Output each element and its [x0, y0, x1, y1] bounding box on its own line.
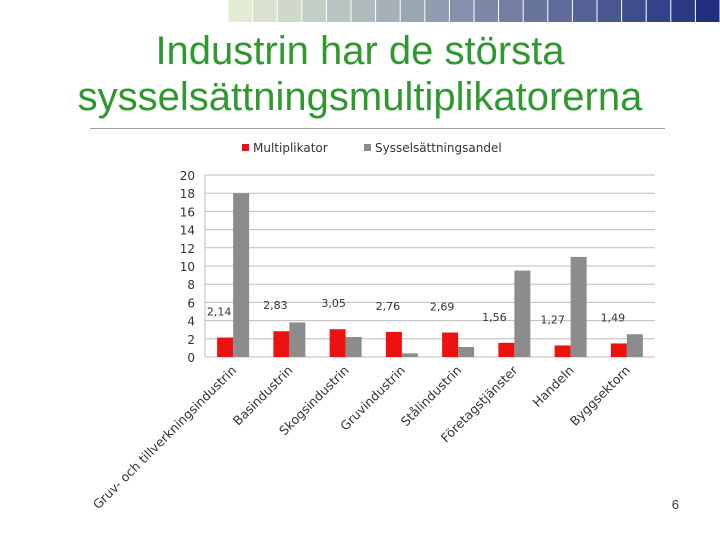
multiplikator-data-label: 3,05 — [321, 297, 346, 310]
sysselsattningsandel-bar — [626, 334, 643, 357]
decoration-square — [499, 0, 523, 22]
multiplikator-bar — [217, 337, 234, 357]
decoration-square — [597, 0, 622, 22]
decoration-square — [695, 0, 720, 22]
y-tick-label: 10 — [180, 260, 195, 274]
slide-title-line-1: Industrin har de största — [155, 29, 565, 73]
decoration-square — [253, 0, 277, 22]
multiplikator-bar — [273, 331, 290, 357]
legend-label-multiplikator: Multiplikator — [253, 141, 328, 155]
sysselsattningsandel-bar — [458, 346, 475, 357]
sysselsattningsandel-bar — [345, 336, 362, 357]
multiplikator-data-label: 1,49 — [601, 311, 626, 324]
decoration-square — [228, 0, 253, 22]
decoration-square — [523, 0, 548, 22]
sysselsattningsandel-bar — [570, 256, 587, 357]
decoration-square — [351, 0, 376, 22]
chart-legend: Multiplikator Sysselsättningsandel — [242, 141, 502, 155]
y-tick-label: 8 — [187, 278, 195, 292]
legend-swatch-sysselsattningsandel — [364, 144, 371, 151]
decoration-square — [671, 0, 695, 22]
legend-swatch-multiplikator — [242, 144, 249, 151]
multiplikator-bar — [554, 345, 571, 357]
x-category-label: Handeln — [529, 363, 576, 410]
decoration-square — [548, 0, 572, 22]
y-tick-label: 2 — [187, 333, 195, 347]
multiplikator-data-label: 1,27 — [540, 313, 565, 326]
decoration-square — [302, 0, 326, 22]
sysselsattningsandel-bar — [401, 353, 418, 357]
title-decoration-bar — [228, 0, 720, 22]
sysselsattningsandel-bar — [289, 322, 306, 357]
decoration-square — [474, 0, 499, 22]
sysselsattningsandel-bar — [233, 193, 250, 357]
multiplikator-data-label: 2,76 — [376, 300, 401, 313]
multiplikator-bar — [329, 329, 346, 357]
decoration-square — [326, 0, 351, 22]
y-tick-label: 12 — [180, 242, 195, 256]
sysselsattningsandel-bar — [514, 270, 531, 357]
multiplikator-bar — [610, 343, 627, 357]
decoration-square — [572, 0, 597, 22]
x-category-label: Gruv- och tillverkningsindustrin — [90, 363, 240, 513]
y-tick-label: 18 — [180, 187, 195, 201]
y-tick-label: 20 — [180, 169, 195, 183]
slide-title: Industrin har de största sysselsättnings… — [0, 28, 720, 120]
multiplikator-data-label: 2,14 — [207, 306, 232, 319]
multiplikator-data-label: 2,69 — [430, 301, 455, 314]
multiplikator-bar — [498, 342, 515, 357]
slide-title-line-2: sysselsättningsmultiplikatorerna — [77, 75, 643, 119]
multiplikator-data-label: 1,56 — [482, 311, 507, 324]
legend-label-sysselsattningsandel: Sysselsättningsandel — [375, 141, 502, 155]
decoration-square — [622, 0, 646, 22]
multiplikator-data-label: 2,83 — [263, 299, 288, 312]
y-tick-label: 0 — [187, 351, 195, 365]
decoration-square — [376, 0, 400, 22]
decoration-square — [646, 0, 671, 22]
slide-number: 6 — [671, 497, 679, 512]
decoration-square — [277, 0, 302, 22]
x-category-label: Byggsektorn — [567, 363, 633, 429]
multiplikator-bar — [442, 332, 459, 357]
decoration-square — [449, 0, 474, 22]
y-tick-label: 14 — [180, 224, 195, 238]
decoration-square — [425, 0, 449, 22]
multiplikator-bar — [385, 331, 402, 357]
y-tick-label: 4 — [187, 315, 195, 329]
title-divider — [90, 128, 665, 129]
decoration-square — [400, 0, 425, 22]
y-tick-label: 6 — [187, 296, 195, 310]
y-tick-label: 16 — [180, 205, 195, 219]
